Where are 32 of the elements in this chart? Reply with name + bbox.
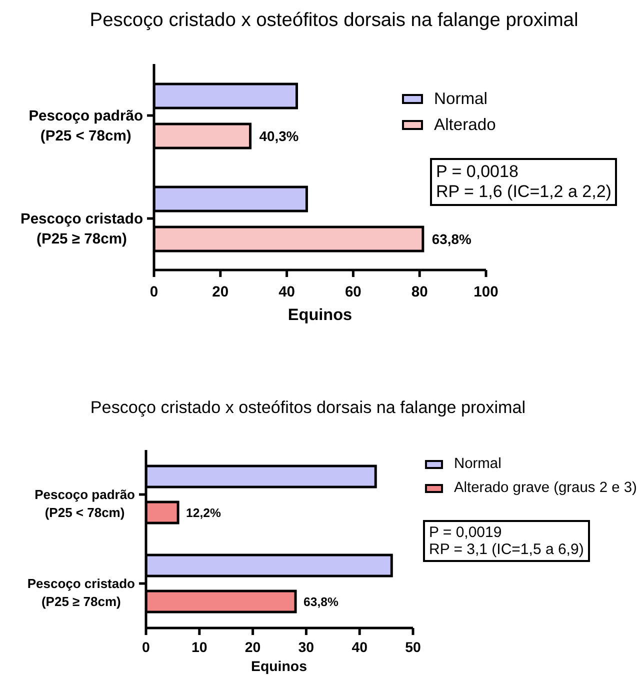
- x-tick-label: 20: [244, 640, 261, 656]
- x-tick-label: 20: [212, 284, 229, 301]
- annotation: P = 0,0018: [436, 162, 520, 182]
- annotation: 63,8%: [432, 230, 472, 247]
- annotation: 63,8%: [304, 594, 338, 609]
- annotation: 40,3%: [259, 128, 299, 144]
- legend-label: Alterado: [434, 115, 496, 135]
- x-tick-label: 80: [411, 284, 428, 301]
- x-axis-title: Equinos: [250, 659, 308, 675]
- chart-title: Pescoço cristado x osteófitos dorsais na falange proximal: [88, 10, 580, 32]
- legend-label: Normal: [454, 456, 502, 472]
- x-tick-label: 100: [474, 284, 498, 301]
- chart-title: Pescoço cristado x osteófitos dorsais na falange proximal: [89, 398, 527, 418]
- note-box: P = 0,0019 RP = 3,1 (IC=1,5 a 6,9): [423, 520, 590, 562]
- x-tick-label: 0: [142, 640, 150, 656]
- x-tick-label: 60: [344, 284, 362, 301]
- x-tick-label: 40: [352, 640, 368, 656]
- annotation: RP = 1,6 (IC=1,2 a 2,2): [436, 182, 612, 202]
- y-tick-label: Pescoço padrão (P25 < 78cm): [34, 487, 136, 520]
- x-tick-label: 30: [298, 640, 314, 656]
- x-tick-label: 40: [278, 284, 296, 301]
- x-tick-label: 0: [150, 284, 158, 301]
- x-tick-label: 10: [192, 640, 208, 656]
- x-tick-label: 50: [405, 640, 421, 656]
- x-axis-title: Equinos: [286, 306, 354, 325]
- legend-label: Alterado grave (graus 2 e 3): [454, 480, 637, 496]
- legend-label: Normal: [434, 89, 488, 109]
- note-box: P = 0,0018 RP = 1,6 (IC=1,2 a 2,2): [430, 158, 618, 206]
- y-tick-label: Pescoço padrão (P25 < 78cm): [28, 108, 143, 145]
- y-tick-label: Pescoço cristado (P25 ≥ 78cm): [27, 576, 136, 610]
- annotation: 12,2%: [186, 506, 221, 520]
- y-tick-label: Pescoço cristado (P25 ≥ 78cm): [20, 212, 143, 248]
